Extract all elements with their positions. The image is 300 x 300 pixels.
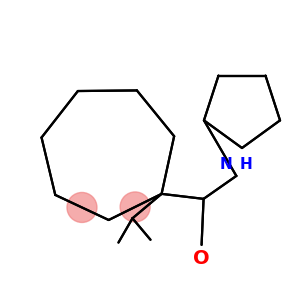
- Text: N: N: [220, 157, 232, 172]
- Circle shape: [67, 193, 97, 223]
- Circle shape: [120, 192, 150, 222]
- Text: O: O: [193, 249, 210, 268]
- Text: H: H: [239, 157, 252, 172]
